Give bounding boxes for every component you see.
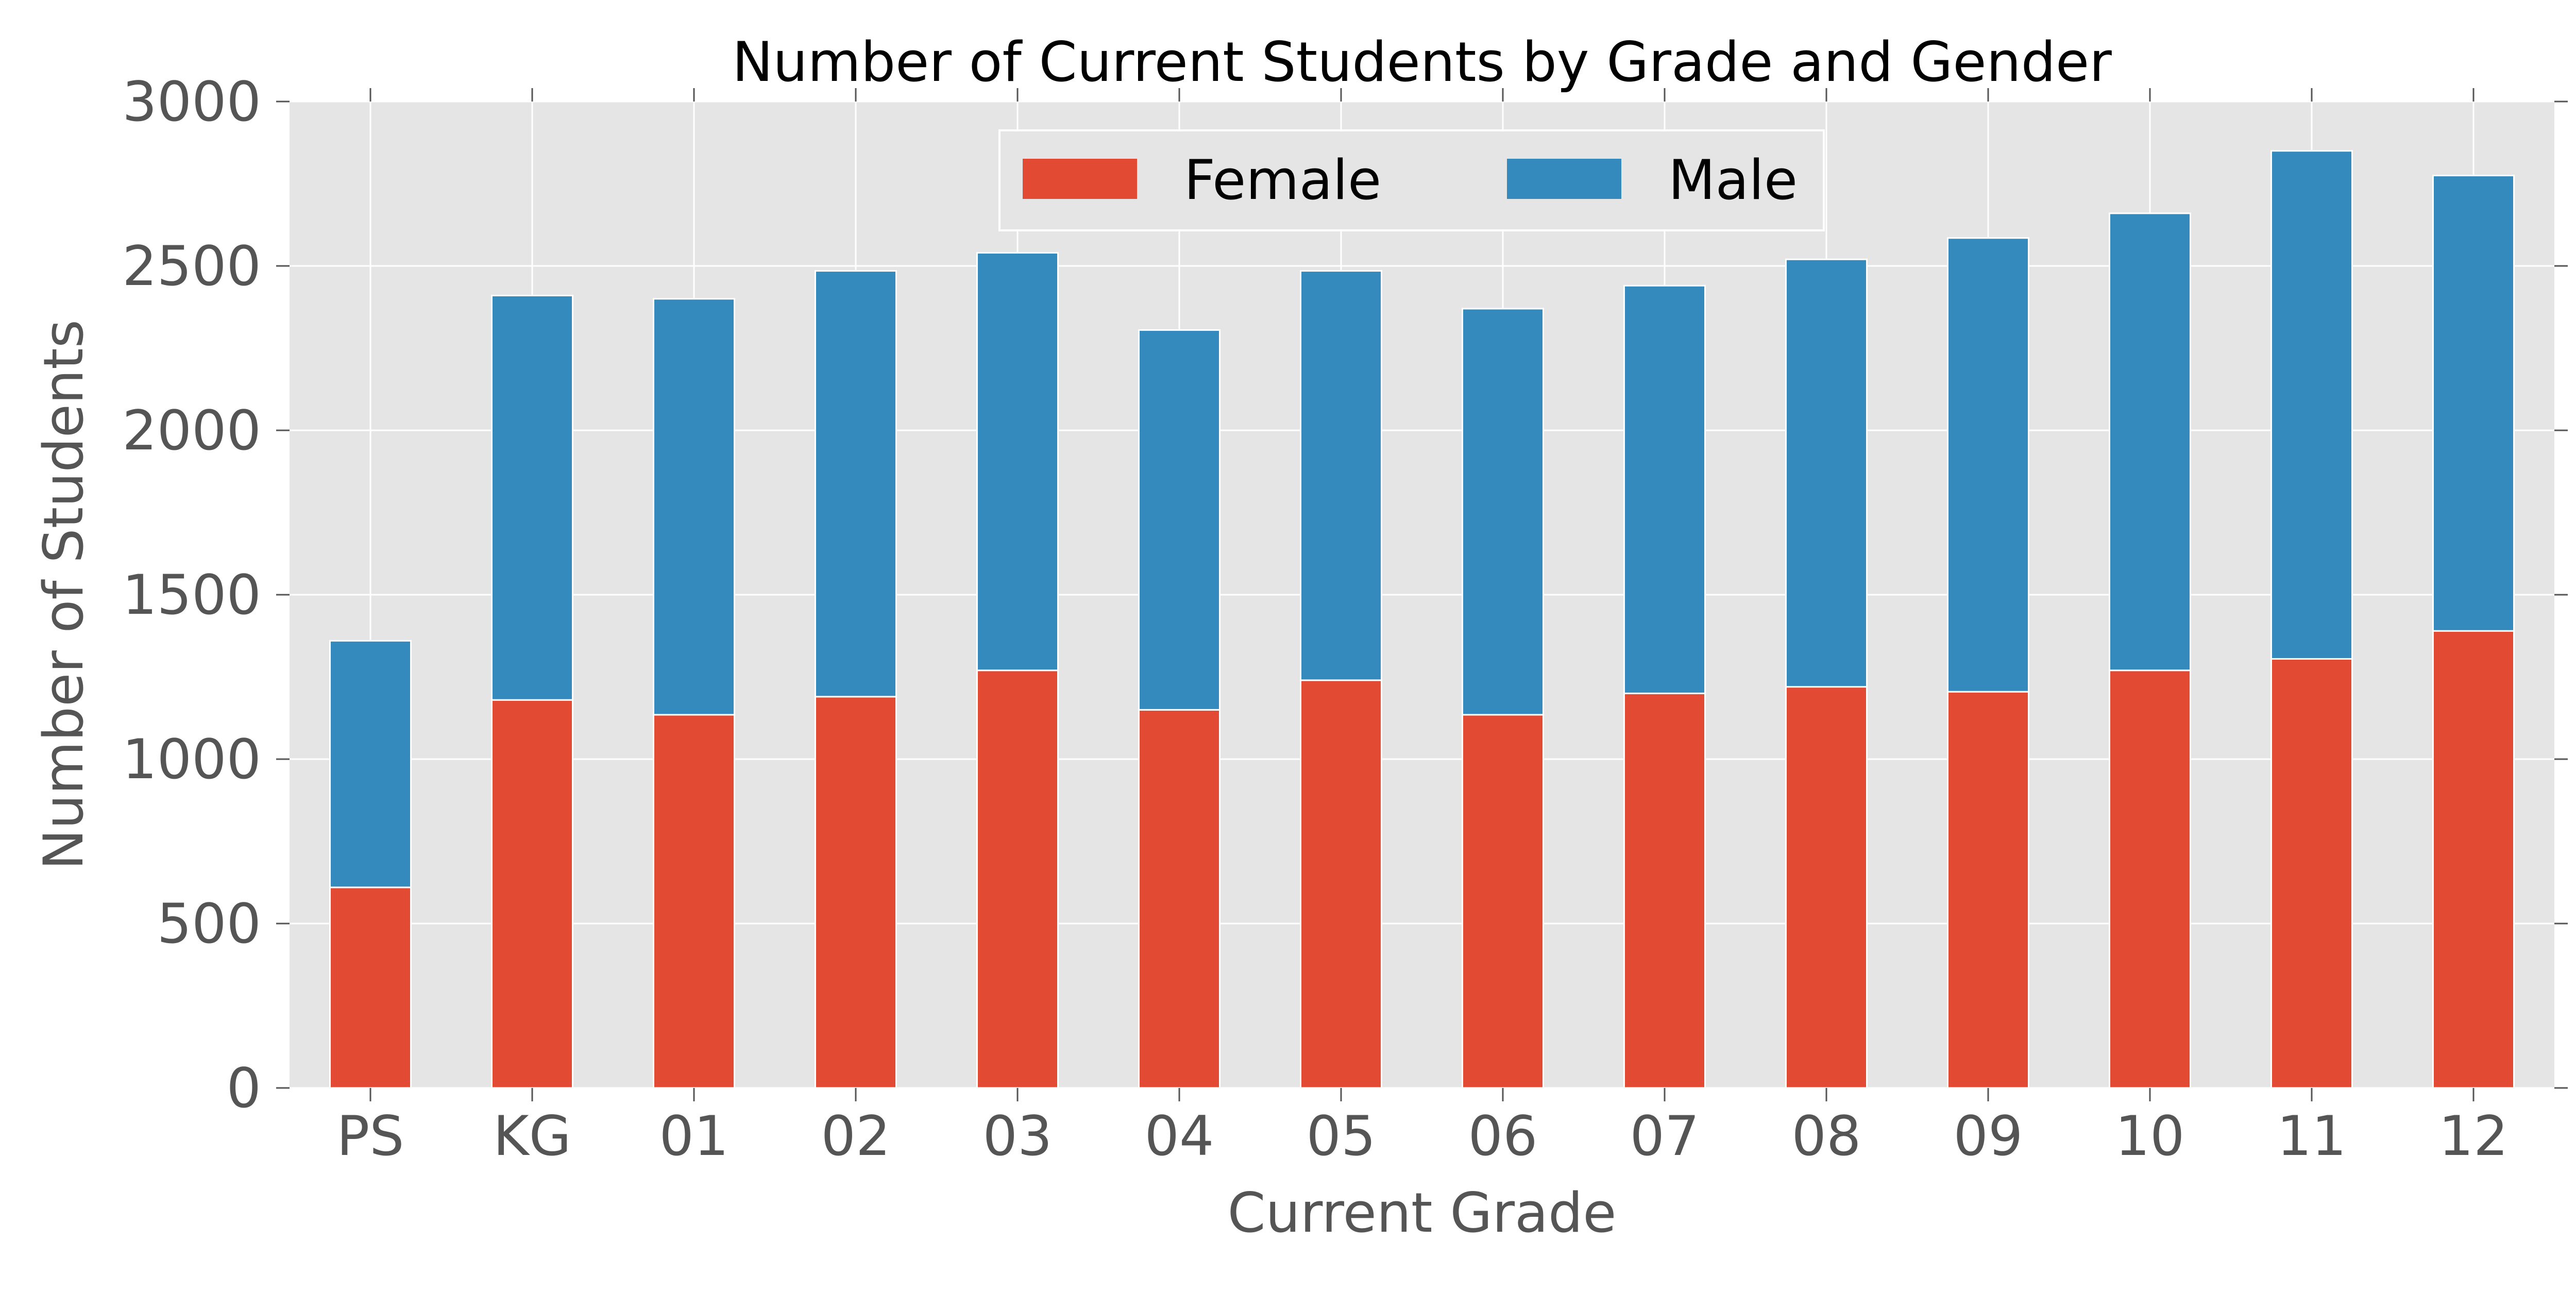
bar-male-02	[815, 270, 897, 698]
bar-female-08	[1785, 686, 1868, 1089]
x-tick-label: PS	[336, 1104, 404, 1168]
bar-male-06	[1462, 308, 1544, 716]
y-tick-label: 2000	[122, 399, 261, 462]
bar-female-10	[2109, 669, 2191, 1089]
bar-male-kg	[491, 294, 573, 701]
chart-title: Number of Current Students by Grade and …	[732, 30, 2112, 94]
y-tick-label: 2500	[122, 234, 261, 298]
x-tick-label: 01	[659, 1104, 729, 1168]
bar-female-ps	[329, 886, 412, 1089]
bar-male-01	[653, 298, 735, 716]
x-axis-label: Current Grade	[1228, 1181, 1617, 1245]
axis-ticks	[276, 88, 2568, 1101]
legend-swatch-male	[1507, 159, 1621, 199]
y-tick-label: 0	[227, 1057, 261, 1120]
legend: Female Male	[998, 129, 1825, 231]
bar-female-12	[2432, 630, 2515, 1089]
bar-male-11	[2270, 150, 2353, 660]
y-tick-label: 1000	[122, 728, 261, 791]
bar-male-04	[1138, 329, 1221, 711]
x-tick-labels: PS KG 01 02 03 04 05 06 07 08 09 10 11 12	[336, 1104, 2508, 1168]
x-tick-label: 03	[983, 1104, 1053, 1168]
bar-male-05	[1300, 270, 1382, 681]
x-tick-label: 09	[1954, 1104, 2023, 1168]
x-tick-label: 11	[2277, 1104, 2347, 1168]
x-tick-label: 10	[2115, 1104, 2185, 1168]
bar-male-07	[1623, 284, 1706, 694]
x-tick-label: 04	[1145, 1104, 1214, 1168]
bar-female-11	[2270, 658, 2353, 1089]
x-tick-label: KG	[493, 1104, 571, 1168]
y-axis-label: Number of Students	[32, 320, 95, 870]
bar-female-kg	[491, 699, 573, 1089]
bar-female-02	[815, 696, 897, 1089]
x-tick-label: 05	[1307, 1104, 1376, 1168]
bar-female-03	[976, 669, 1059, 1089]
bar-female-01	[653, 714, 735, 1089]
y-tick-label: 1500	[122, 563, 261, 627]
bar-male-ps	[329, 640, 412, 888]
x-tick-label: 02	[821, 1104, 891, 1168]
bar-female-05	[1300, 679, 1382, 1089]
x-tick-label: 08	[1792, 1104, 1861, 1168]
bar-male-09	[1947, 237, 2029, 693]
bar-female-04	[1138, 709, 1221, 1089]
bar-male-08	[1785, 258, 1868, 688]
x-tick-label: 12	[2439, 1104, 2509, 1168]
legend-swatch-female	[1023, 159, 1137, 199]
bar-female-06	[1462, 714, 1544, 1089]
bar-male-10	[2109, 212, 2191, 672]
x-tick-label: 06	[1468, 1104, 1538, 1168]
bar-female-09	[1947, 691, 2029, 1089]
legend-label-male: Male	[1668, 148, 1798, 212]
y-tick-label: 3000	[122, 70, 261, 133]
bar-male-12	[2432, 175, 2515, 632]
y-tick-labels: 0 500 1000 1500 2000 2500 3000	[122, 70, 261, 1120]
bars	[329, 150, 2515, 1089]
y-tick-label: 500	[157, 892, 261, 955]
bar-female-07	[1623, 692, 1706, 1089]
bar-male-03	[976, 252, 1059, 672]
legend-label-female: Female	[1184, 148, 1381, 212]
x-tick-label: 07	[1630, 1104, 1700, 1168]
